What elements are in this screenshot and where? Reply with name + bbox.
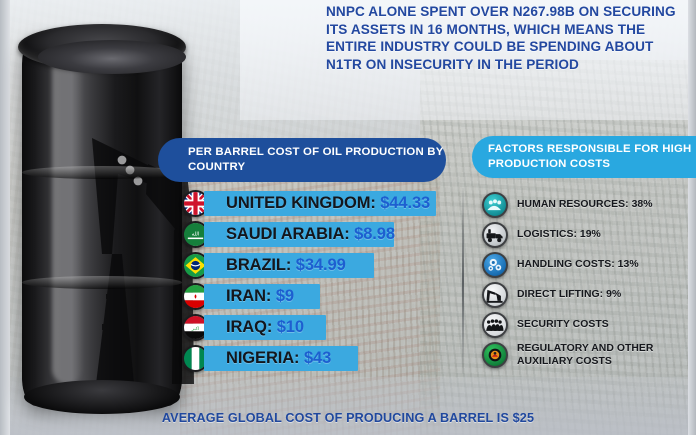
factor-label: LOGISTICS: 19% (517, 229, 601, 240)
row-label: BRAZIL: $34.99 (226, 256, 346, 275)
row-label: SAUDI ARABIA: $8.98 (226, 225, 395, 244)
list-item: HUMAN RESOURCES: 38% (482, 190, 696, 219)
barrel-gloss (52, 54, 82, 384)
list-item: IRAN: $9 (182, 281, 482, 312)
country-price: $34.99 (295, 256, 346, 274)
right-edge-band (688, 0, 696, 435)
country-name: NIGERIA: (226, 349, 300, 367)
left-panel-title-banner: PER BARREL COST OF OIL PRODUCTION BY COU… (158, 138, 446, 182)
country-cost-list: UNITED KINGDOM: $44.33 الله SAUDI ARABIA… (182, 188, 482, 374)
row-highlight-bar (204, 191, 436, 216)
list-item: HANDLING COSTS: 13% (482, 250, 696, 279)
list-item: الله SAUDI ARABIA: $8.98 (182, 219, 482, 250)
background-top-haze (240, 0, 696, 120)
barrel-opening (38, 40, 186, 74)
factors-list: HUMAN RESOURCES: 38% LOGISTICS: 19% HAND… (482, 190, 696, 370)
country-name: SAUDI ARABIA: (226, 225, 350, 243)
country-name: IRAQ: (226, 318, 273, 336)
country-price: $10 (276, 318, 304, 336)
list-item: UNITED KINGDOM: $44.33 (182, 188, 482, 219)
footer-caption: AVERAGE GLOBAL COST OF PRODUCING A BARRE… (161, 411, 535, 425)
people-icon (482, 191, 508, 218)
left-edge-band (0, 0, 10, 435)
factor-label: SECURITY COSTS (517, 319, 609, 330)
list-item: BRAZIL: $34.99 (182, 250, 482, 281)
left-panel-title: PER BARREL COST OF OIL PRODUCTION BY COU… (188, 145, 444, 173)
list-item: NIGERIA: $43 (182, 343, 482, 374)
oil-barrel-illustration (8, 14, 198, 424)
factor-label: REGULATORY AND OTHER AUXILIARY COSTS (517, 342, 654, 367)
list-item: اكبر IRAQ: $10 (182, 312, 482, 343)
factor-label: DIRECT LIFTING: 9% (517, 289, 622, 300)
barrel-base (24, 380, 180, 414)
row-highlight-bar (204, 253, 374, 278)
background-rig-right (420, 60, 696, 435)
barrel-ring-upper (22, 166, 182, 179)
row-label: NIGERIA: $43 (226, 349, 331, 368)
crowd-icon (482, 311, 508, 338)
list-item: DIRECT LIFTING: 9% (482, 280, 696, 309)
list-item: REGULATORY AND OTHER AUXILIARY COSTS (482, 340, 696, 369)
country-name: UNITED KINGDOM: (226, 194, 376, 212)
factor-label: HUMAN RESOURCES: 38% (517, 199, 653, 210)
barrel-rim (18, 24, 186, 74)
svg-text:الله: الله (192, 231, 200, 237)
list-item: LOGISTICS: 19% (482, 220, 696, 249)
list-item: SECURITY COSTS (482, 310, 696, 339)
row-label: IRAN: $9 (226, 287, 294, 306)
truck-icon (482, 221, 508, 248)
country-name: BRAZIL: (226, 256, 292, 274)
barrel-ring-lower (22, 276, 182, 289)
factor-label: HANDLING COSTS: 13% (517, 259, 639, 270)
panel-divider (462, 188, 464, 374)
flag-united-kingdom-icon (182, 190, 209, 217)
row-label: IRAQ: $10 (226, 318, 304, 337)
country-name: IRAN: (226, 287, 272, 305)
country-price: $8.98 (354, 225, 395, 243)
right-panel-title: FACTORS RESPONSIBLE FOR HIGH PRODUCTION … (488, 142, 692, 170)
row-highlight-bar (204, 315, 326, 340)
country-price: $43 (303, 349, 332, 367)
pumpjack-icon (482, 281, 508, 308)
svg-text:اكبر: اكبر (191, 326, 199, 332)
gears-icon (482, 251, 508, 278)
headline-text: NNPC ALONE SPENT OVER N267.98B ON SECURI… (326, 4, 676, 72)
row-label: UNITED KINGDOM: $44.33 (226, 194, 430, 213)
emblem-icon (482, 341, 508, 368)
row-highlight-bar (204, 222, 394, 247)
row-highlight-bar (204, 346, 358, 371)
country-price: $9 (275, 287, 294, 305)
country-price: $44.33 (380, 194, 431, 212)
right-panel-title-banner: FACTORS RESPONSIBLE FOR HIGH PRODUCTION … (472, 136, 696, 178)
row-highlight-bar (204, 284, 320, 309)
